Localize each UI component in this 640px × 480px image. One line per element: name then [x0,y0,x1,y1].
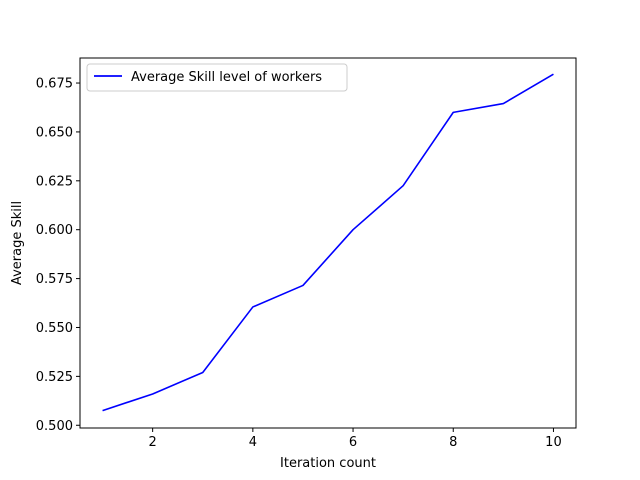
x-tick-label: 6 [349,435,357,450]
legend-box [86,63,348,92]
series-layer [102,73,554,412]
x-tick-label: 2 [149,435,157,450]
series-line-0 [102,73,554,412]
x-axis-label: Iteration count [280,456,376,471]
y-tick-label: 0.650 [36,125,73,140]
y-axis-label: Average Skill [10,201,25,285]
x-tick-label: 4 [249,435,257,450]
y-axis-ticks: 0.500 0.525 0.550 0.575 0.600 0.625 0.650 0.675 [36,77,80,434]
x-tick-label: 10 [545,435,562,450]
y-tick-label: 0.625 [36,174,73,189]
y-tick-label: 0.500 [36,419,73,434]
legend: Average Skill level of workers [86,63,348,92]
x-tick-label: 8 [449,435,457,450]
axes-frame [79,57,577,429]
y-tick-label: 0.575 [36,272,73,287]
legend-entry-label: Average Skill level of workers [131,70,322,85]
y-tick-label: 0.675 [36,77,73,92]
y-tick-label: 0.600 [36,223,73,238]
y-tick-label: 0.525 [36,370,73,385]
y-tick-label: 0.550 [36,321,73,336]
x-axis-ticks: 2 4 6 8 10 [149,428,562,450]
